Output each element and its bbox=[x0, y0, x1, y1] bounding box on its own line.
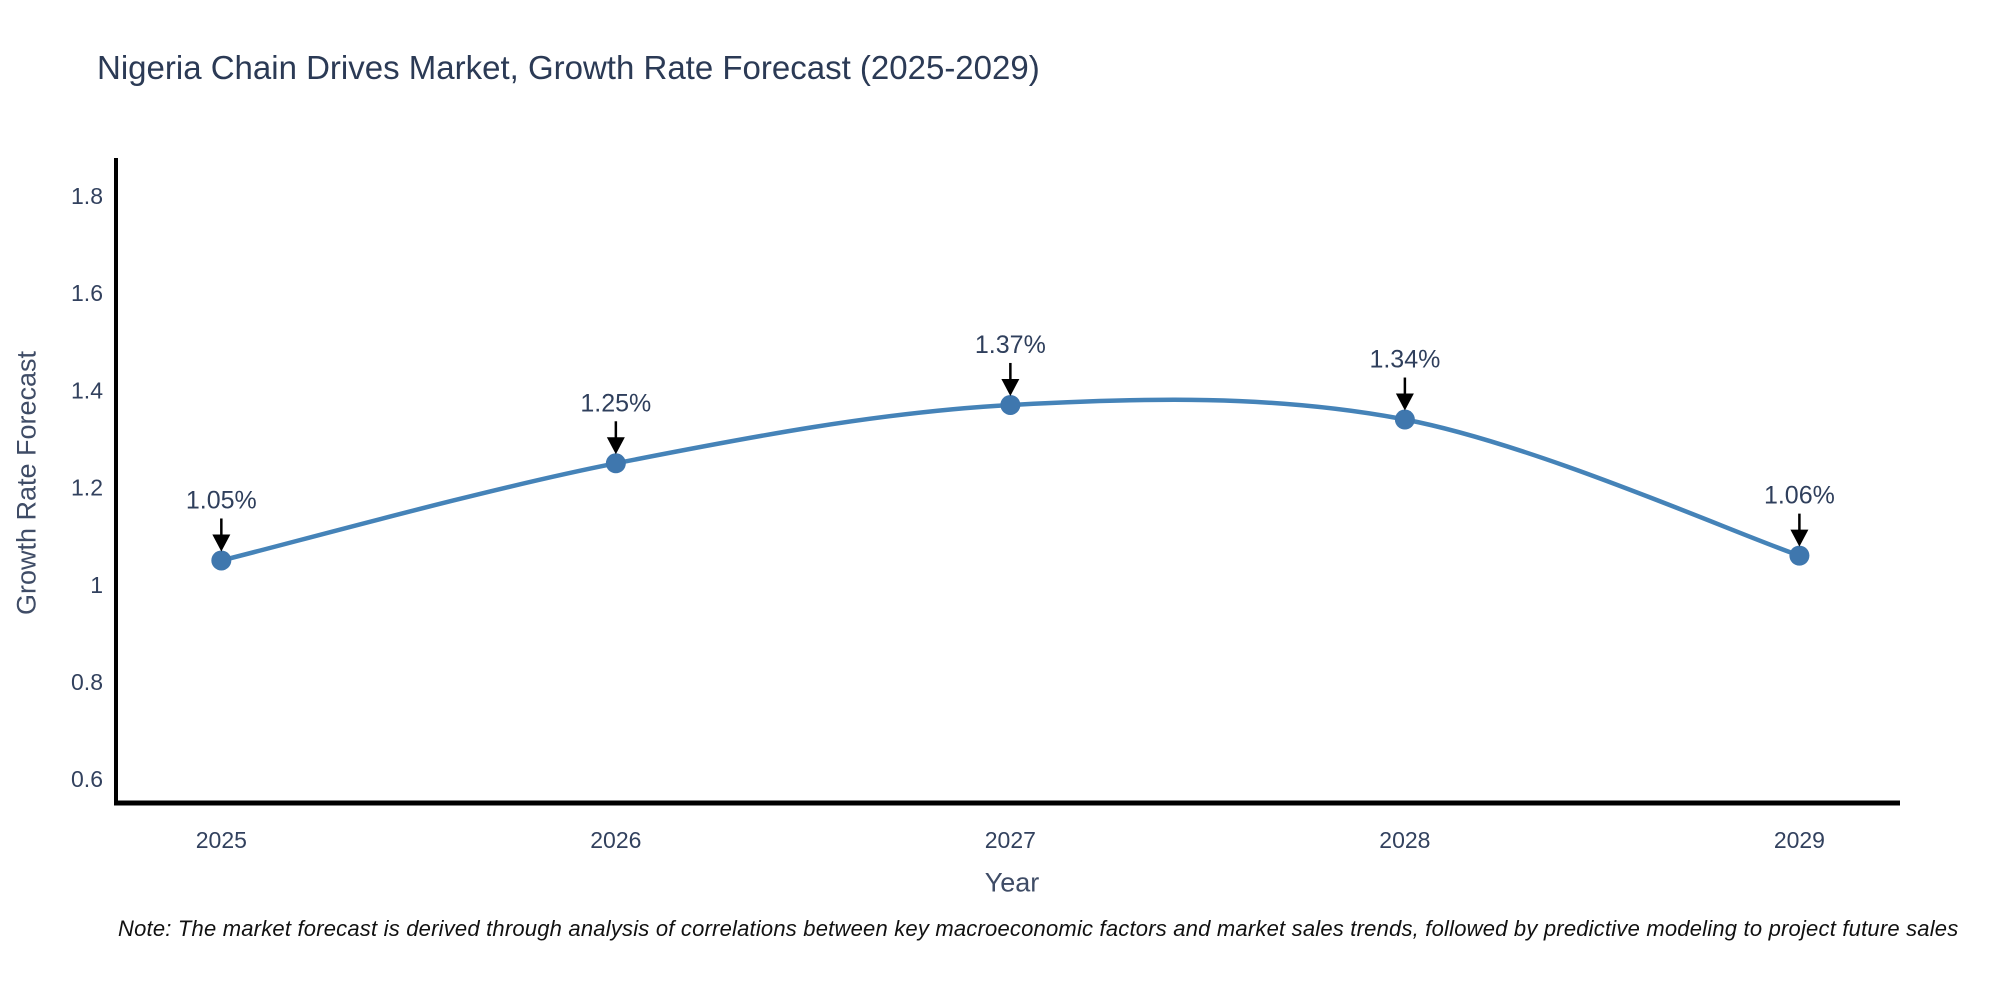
annotation-arrowhead bbox=[606, 437, 625, 455]
data-point-2029 bbox=[1789, 545, 1810, 566]
point-label: 1.25% bbox=[580, 389, 651, 417]
data-point-2025 bbox=[211, 550, 232, 571]
y-tick-label: 1.6 bbox=[71, 280, 103, 306]
point-label: 1.37% bbox=[975, 331, 1046, 359]
y-tick-label: 1.4 bbox=[71, 377, 103, 403]
y-tick-label: 1.8 bbox=[71, 183, 103, 209]
x-tick-label: 2026 bbox=[590, 827, 641, 853]
x-tick-label: 2027 bbox=[985, 827, 1036, 853]
annotation-arrowhead bbox=[1395, 393, 1414, 411]
x-tick-label: 2029 bbox=[1774, 827, 1825, 853]
annotation-arrowhead bbox=[1001, 378, 1020, 396]
footnote: Note: The market forecast is derived thr… bbox=[118, 916, 1959, 941]
annotation-arrowhead bbox=[212, 534, 231, 552]
point-label: 1.06% bbox=[1764, 482, 1835, 510]
annotation-arrowhead bbox=[1790, 529, 1809, 547]
point-label: 1.34% bbox=[1369, 346, 1440, 374]
chart-title: Nigeria Chain Drives Market, Growth Rate… bbox=[97, 49, 1040, 86]
x-tick-label: 2025 bbox=[196, 827, 247, 853]
y-tick-label: 1.2 bbox=[71, 475, 103, 501]
data-point-2027 bbox=[1000, 394, 1021, 415]
data-point-2026 bbox=[605, 453, 626, 474]
trend-line bbox=[219, 397, 1802, 563]
x-tick-label: 2028 bbox=[1379, 827, 1430, 853]
y-tick-label: 1 bbox=[90, 572, 103, 598]
y-tick-label: 0.8 bbox=[71, 669, 103, 695]
y-tick-label: 0.6 bbox=[71, 766, 103, 792]
point-label: 1.05% bbox=[186, 486, 257, 514]
x-axis-title: Year bbox=[984, 867, 1040, 898]
data-point-2028 bbox=[1394, 409, 1415, 430]
